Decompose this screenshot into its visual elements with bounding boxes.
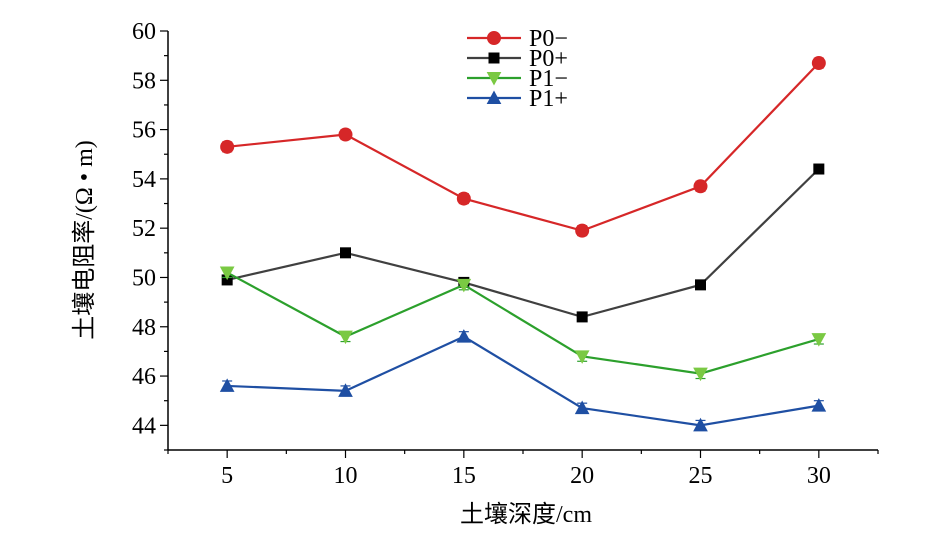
data-point: [456, 278, 472, 293]
data-point: [574, 350, 590, 364]
data-point: [456, 329, 472, 343]
data-point: [813, 163, 825, 175]
data-point: [811, 56, 826, 71]
legend-label: P0−: [529, 26, 568, 52]
y-axis-label: 土壤电阻率/(Ω • m): [71, 140, 98, 340]
data-point: [340, 247, 351, 259]
x-tick-label: 30: [807, 463, 831, 489]
y-tick-label: 48: [132, 315, 156, 341]
data-point: [575, 223, 590, 238]
series-line: [227, 335, 820, 427]
x-tick-label: 25: [689, 463, 713, 489]
legend-label: P0+: [529, 46, 568, 72]
legend-label: P1−: [529, 66, 568, 92]
series-line: [226, 271, 820, 375]
y-tick-label: 52: [132, 216, 156, 242]
legend-marker: [486, 90, 502, 104]
series-1: [221, 163, 825, 323]
series-3: [219, 329, 827, 432]
series-2: [219, 266, 827, 382]
legend-marker: [487, 31, 501, 45]
legend-marker: [486, 72, 502, 86]
y-tick-label: 46: [132, 364, 156, 390]
data-point: [811, 398, 827, 412]
series-0: [220, 56, 826, 238]
axes: 44 46 48 50 52 54 56 58 60 5 10 15 20 25 30: [132, 19, 879, 489]
data-point: [219, 266, 235, 281]
data-point: [811, 333, 827, 347]
data-point: [574, 400, 590, 415]
x-tick-label: 10: [334, 463, 358, 489]
y-tick-label: 56: [132, 118, 156, 144]
data-point: [695, 279, 706, 291]
data-point: [220, 139, 235, 154]
data-point: [338, 330, 353, 345]
x-tick-label: 20: [570, 463, 594, 489]
series-line: [227, 62, 820, 232]
x-axis-label: 土壤深度/cm: [460, 501, 592, 528]
legend-marker: [488, 52, 500, 64]
y-tick-label: 44: [132, 413, 156, 439]
data-point: [693, 179, 708, 194]
x-tick-label: 5: [221, 463, 233, 489]
series-line: [226, 168, 820, 319]
x-tick-label: 15: [452, 463, 476, 489]
y-tick-label: 58: [132, 68, 156, 94]
data-point: [693, 367, 708, 382]
data-point: [219, 378, 235, 392]
data-point: [456, 191, 471, 206]
y-tick-label: 60: [132, 19, 156, 45]
data-point: [338, 127, 353, 142]
series-layer: [219, 56, 827, 432]
legend-label: P1+: [529, 86, 568, 112]
data-point: [693, 417, 708, 432]
legend: P0−P0+P1−P1+: [467, 26, 568, 112]
data-point: [338, 383, 353, 397]
y-tick-label: 54: [132, 167, 156, 193]
y-tick-label: 50: [132, 265, 156, 291]
data-point: [576, 311, 588, 323]
